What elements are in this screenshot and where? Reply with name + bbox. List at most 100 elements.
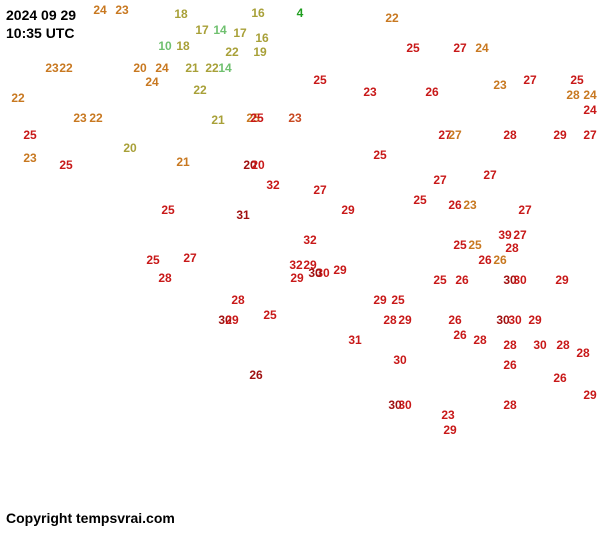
temperature-point: 27 bbox=[513, 228, 526, 242]
timestamp-header: 2024 09 29 10:35 UTC bbox=[6, 6, 76, 42]
temperature-point: 22 bbox=[11, 91, 24, 105]
temperature-point: 29 bbox=[373, 293, 386, 307]
temperature-point: 30 bbox=[393, 353, 406, 367]
temperature-point: 28 bbox=[158, 271, 171, 285]
temperature-point: 25 bbox=[373, 148, 386, 162]
temperature-point: 26 bbox=[448, 313, 461, 327]
temperature-point: 29 bbox=[583, 388, 596, 402]
copyright-footer: Copyright tempsvrai.com bbox=[6, 510, 175, 526]
temperature-point: 28 bbox=[556, 338, 569, 352]
temperature-point: 25 bbox=[161, 203, 174, 217]
temperature-point: 23 bbox=[73, 111, 86, 125]
temperature-point: 24 bbox=[155, 61, 168, 75]
temperature-point: 28 bbox=[576, 346, 589, 360]
temperature-point: 29 bbox=[341, 203, 354, 217]
temperature-point: 32 bbox=[303, 233, 316, 247]
temperature-point: 32 bbox=[289, 258, 302, 272]
temperature-point: 31 bbox=[236, 208, 249, 222]
temperature-point: 30 bbox=[508, 313, 521, 327]
temperature-point: 26 bbox=[553, 371, 566, 385]
temperature-point: 4 bbox=[297, 6, 304, 20]
temperature-point: 25 bbox=[250, 111, 263, 125]
temperature-point: 29 bbox=[528, 313, 541, 327]
temperature-point: 22 bbox=[205, 61, 218, 75]
temperature-point: 27 bbox=[448, 128, 461, 142]
date-label: 2024 09 29 bbox=[6, 6, 76, 24]
temperature-point: 23 bbox=[45, 61, 58, 75]
temperature-point: 21 bbox=[211, 113, 224, 127]
temperature-point: 29 bbox=[555, 273, 568, 287]
temperature-point: 23 bbox=[493, 78, 506, 92]
temperature-point: 31 bbox=[348, 333, 361, 347]
temperature-point: 16 bbox=[255, 31, 268, 45]
temperature-point: 25 bbox=[453, 238, 466, 252]
temperature-point: 25 bbox=[406, 41, 419, 55]
temperature-point: 26 bbox=[503, 358, 516, 372]
temperature-point: 29 bbox=[398, 313, 411, 327]
temperature-point: 21 bbox=[185, 61, 198, 75]
temperature-point: 22 bbox=[89, 111, 102, 125]
temperature-point: 29 bbox=[443, 423, 456, 437]
temperature-point: 25 bbox=[59, 158, 72, 172]
temperature-point: 28 bbox=[503, 338, 516, 352]
temperature-point: 27 bbox=[183, 251, 196, 265]
temperature-point: 19 bbox=[253, 45, 266, 59]
temperature-point: 20 bbox=[133, 61, 146, 75]
temperature-point: 25 bbox=[413, 193, 426, 207]
temperature-point: 29 bbox=[333, 263, 346, 277]
temperature-point: 24 bbox=[475, 41, 488, 55]
temperature-point: 24 bbox=[583, 103, 596, 117]
temperature-point: 25 bbox=[433, 273, 446, 287]
temperature-point: 28 bbox=[503, 128, 516, 142]
temperature-point: 24 bbox=[583, 88, 596, 102]
temperature-point: 39 bbox=[498, 228, 511, 242]
temperature-point: 29 bbox=[225, 313, 238, 327]
temperature-point: 16 bbox=[251, 6, 264, 20]
temperature-point: 22 bbox=[225, 45, 238, 59]
temperature-point: 23 bbox=[441, 408, 454, 422]
temperature-point: 25 bbox=[146, 253, 159, 267]
temperature-point: 30 bbox=[513, 273, 526, 287]
temperature-point: 30 bbox=[398, 398, 411, 412]
temperature-point: 26 bbox=[425, 85, 438, 99]
temperature-point: 17 bbox=[233, 26, 246, 40]
temperature-point: 29 bbox=[290, 271, 303, 285]
temperature-point: 28 bbox=[566, 88, 579, 102]
temperature-point: 23 bbox=[463, 198, 476, 212]
temperature-point: 25 bbox=[391, 293, 404, 307]
temperature-point: 24 bbox=[145, 75, 158, 89]
temperature-point: 27 bbox=[453, 41, 466, 55]
temperature-point: 27 bbox=[433, 173, 446, 187]
temperature-point: 28 bbox=[473, 333, 486, 347]
temperature-point: 18 bbox=[174, 7, 187, 21]
temperature-point: 22 bbox=[193, 83, 206, 97]
temperature-point: 20 bbox=[123, 141, 136, 155]
temperature-point: 26 bbox=[493, 253, 506, 267]
temperature-point: 18 bbox=[176, 39, 189, 53]
temperature-point: 25 bbox=[570, 73, 583, 87]
temperature-point: 21 bbox=[176, 155, 189, 169]
temperature-point: 14 bbox=[218, 61, 231, 75]
temperature-point: 28 bbox=[383, 313, 396, 327]
temperature-point: 30 bbox=[308, 266, 321, 280]
temperature-point: 25 bbox=[23, 128, 36, 142]
temperature-point: 27 bbox=[523, 73, 536, 87]
temperature-point: 24 bbox=[93, 3, 106, 17]
temperature-point: 26 bbox=[453, 328, 466, 342]
temperature-point: 22 bbox=[59, 61, 72, 75]
time-label: 10:35 UTC bbox=[6, 24, 76, 42]
temperature-point: 26 bbox=[448, 198, 461, 212]
temperature-point: 27 bbox=[583, 128, 596, 142]
temperature-point: 17 bbox=[195, 23, 208, 37]
temperature-point: 25 bbox=[263, 308, 276, 322]
temperature-point: 29 bbox=[553, 128, 566, 142]
temperature-point: 14 bbox=[213, 23, 226, 37]
temperature-point: 32 bbox=[266, 178, 279, 192]
temperature-point: 23 bbox=[363, 85, 376, 99]
temperature-point: 30 bbox=[533, 338, 546, 352]
temperature-point: 23 bbox=[115, 3, 128, 17]
temperature-point: 22 bbox=[385, 11, 398, 25]
temperature-point: 26 bbox=[249, 368, 262, 382]
temperature-map-canvas: 2024 09 29 10:35 UTC 24 23 18 16 4 22 17 14 17 16… bbox=[0, 0, 600, 536]
temperature-point: 27 bbox=[483, 168, 496, 182]
